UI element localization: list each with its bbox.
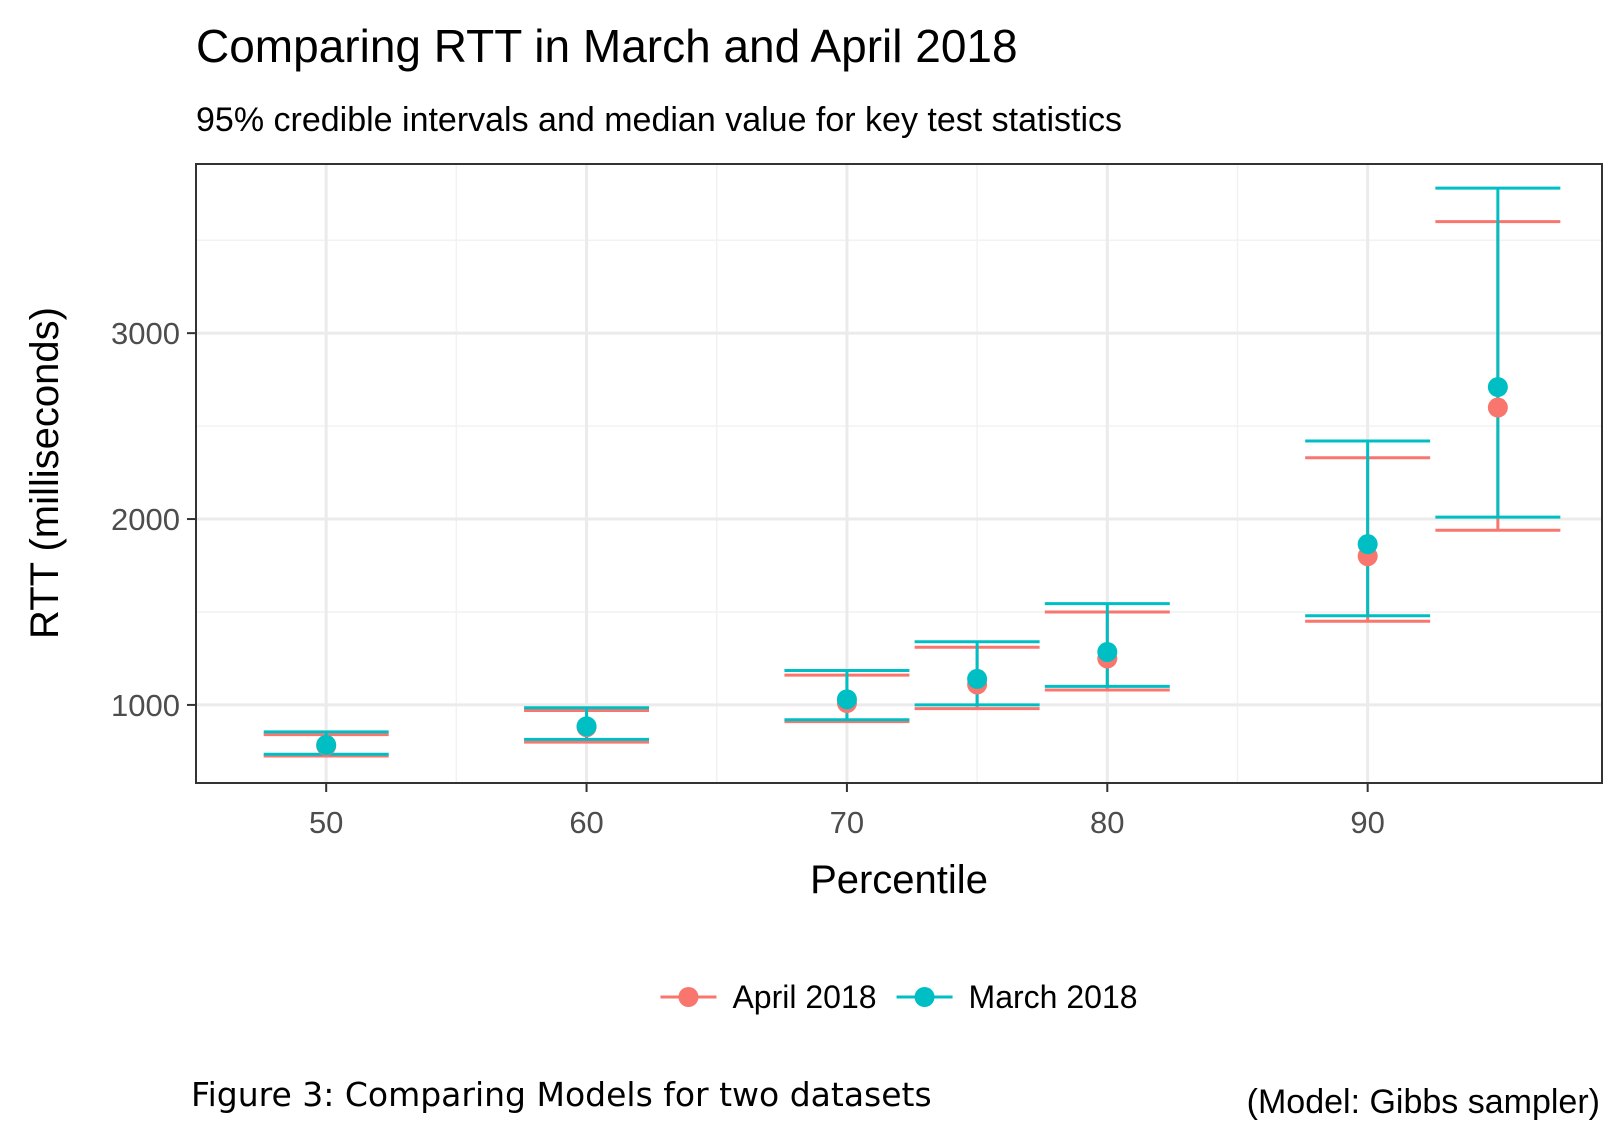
legend-label: March 2018 — [969, 979, 1138, 1015]
model-note: (Model: Gibbs sampler) — [1247, 1083, 1600, 1121]
x-axis-label: Percentile — [810, 858, 988, 902]
y-tick-label: 3000 — [111, 316, 180, 351]
y-axis-label: RTT (milliseconds) — [23, 307, 67, 639]
median-point — [967, 668, 988, 689]
legend-item: March 2018 — [896, 979, 1138, 1015]
median-point — [576, 716, 597, 737]
legend: April 2018 March 2018 — [660, 979, 1138, 1015]
legend-label: April 2018 — [732, 979, 876, 1015]
median-point — [1487, 397, 1508, 418]
error-bar — [1305, 439, 1431, 618]
x-tick-label: 60 — [569, 805, 603, 840]
chart-title: Comparing RTT in March and April 2018 — [196, 20, 1018, 72]
plot-border — [195, 163, 1603, 784]
plot-background — [196, 164, 1602, 783]
x-tick-label: 80 — [1090, 805, 1124, 840]
x-tick-label: 90 — [1350, 805, 1384, 840]
y-tick-label: 1000 — [111, 688, 180, 723]
median-point — [1097, 641, 1118, 662]
y-tick-label: 2000 — [111, 502, 180, 537]
median-point — [1487, 377, 1508, 398]
median-point — [1357, 534, 1378, 555]
median-point — [316, 734, 337, 755]
x-tick-label: 70 — [830, 805, 864, 840]
x-tick-label: 50 — [309, 805, 343, 840]
legend-key — [660, 987, 717, 1007]
legend-key — [896, 987, 953, 1007]
error-bar — [1435, 186, 1561, 519]
axis-ticks: 50 60 70 80 90 1000 2000 3000 — [111, 316, 1385, 840]
median-point — [836, 689, 857, 710]
legend-item: April 2018 — [660, 979, 877, 1015]
median-points — [316, 377, 1508, 756]
figure-caption: Figure 3: Comparing Models for two datas… — [191, 1075, 932, 1114]
chart-subtitle: 95% credible intervals and median value … — [196, 101, 1122, 139]
